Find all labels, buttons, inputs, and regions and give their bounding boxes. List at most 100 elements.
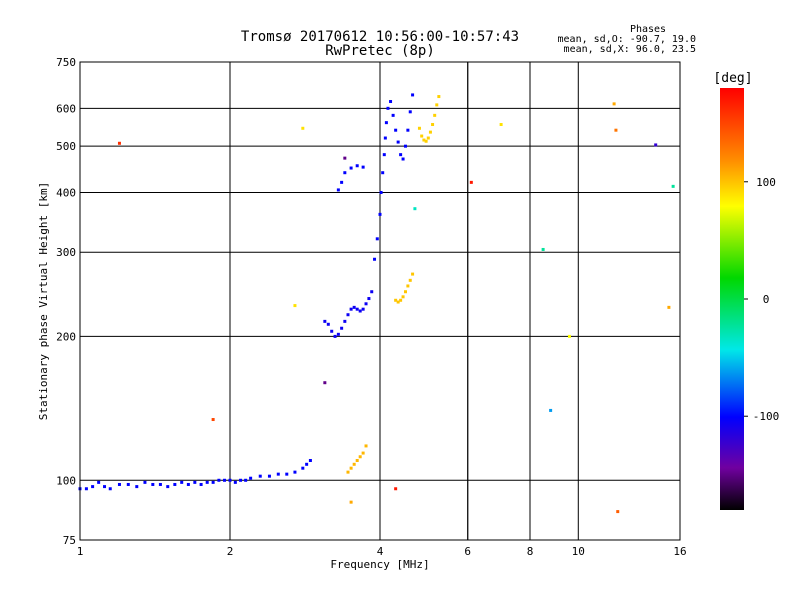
data-point	[396, 300, 400, 304]
data-point	[333, 334, 337, 338]
data-point	[343, 319, 347, 323]
x-tick-label: 16	[673, 545, 686, 558]
data-point	[358, 309, 362, 313]
data-point	[373, 257, 377, 261]
data-point	[401, 295, 405, 299]
data-point	[431, 123, 435, 127]
data-point	[367, 297, 371, 301]
data-point	[343, 156, 347, 160]
data-point	[211, 418, 215, 422]
data-point	[349, 500, 353, 504]
data-point	[293, 470, 297, 474]
data-point	[330, 329, 334, 333]
data-point	[267, 474, 271, 478]
data-point	[417, 126, 421, 130]
data-point	[117, 141, 121, 145]
data-point	[437, 95, 441, 99]
phase-stats-o-mode: mean, sd,O: -90.7, 19.0	[558, 34, 696, 45]
colorbar-tick-label: -100	[753, 410, 780, 423]
data-point	[211, 480, 215, 484]
data-point	[340, 326, 344, 330]
chart-subtitle: RwPretec (8p)	[325, 43, 435, 59]
plot-frame	[79, 61, 681, 541]
colorbar	[720, 88, 744, 510]
data-point	[258, 474, 262, 478]
data-point	[239, 478, 243, 482]
y-tick-labels: 75 100 200 300 400 500 600 750	[56, 56, 76, 547]
data-point	[340, 180, 344, 184]
data-point	[186, 482, 190, 486]
data-point	[370, 290, 374, 294]
data-point	[406, 284, 410, 288]
data-point	[614, 128, 618, 132]
data-point	[301, 126, 305, 130]
data-point	[541, 247, 545, 251]
data-point	[428, 130, 432, 134]
y-tick-label: 75	[63, 534, 76, 547]
data-point	[396, 140, 400, 144]
y-tick-label: 300	[56, 246, 76, 259]
data-point	[375, 237, 379, 241]
data-point	[143, 480, 147, 484]
data-point	[408, 278, 412, 282]
series-group	[117, 102, 675, 514]
data-point	[108, 487, 112, 491]
data-point	[135, 485, 139, 489]
data-point	[301, 466, 305, 470]
data-point	[233, 480, 237, 484]
data-point	[349, 307, 353, 311]
data-point	[469, 180, 473, 184]
data-point	[379, 190, 383, 194]
data-point	[349, 466, 353, 470]
data-point	[411, 93, 415, 97]
data-point	[386, 106, 390, 110]
series-group	[78, 458, 312, 491]
x-tick-label: 1	[77, 545, 84, 558]
y-tick-label: 400	[56, 186, 76, 199]
data-point	[352, 305, 356, 309]
data-point	[422, 138, 426, 142]
series-group	[336, 93, 415, 261]
data-point	[426, 136, 430, 140]
colorbar-ticks: 100 0 -100	[744, 176, 779, 423]
colorbar-tick-label: 0	[763, 293, 770, 306]
x-tick-label: 8	[527, 545, 534, 558]
data-point	[612, 102, 616, 106]
data-point	[293, 304, 297, 308]
data-point	[355, 458, 359, 462]
data-point	[406, 128, 410, 132]
data-point	[244, 478, 248, 482]
data-point	[308, 458, 312, 462]
data-point	[343, 171, 347, 175]
x-tick-label: 4	[377, 545, 384, 558]
data-point	[97, 480, 101, 484]
data-point	[349, 166, 353, 170]
colorbar-tick-label: 100	[756, 176, 776, 189]
y-tick-label: 500	[56, 140, 76, 153]
data-point	[671, 184, 675, 188]
data-point	[389, 100, 393, 104]
data-point	[401, 157, 405, 161]
data-point	[249, 476, 253, 480]
data-point	[567, 334, 571, 338]
data-point	[399, 298, 403, 302]
x-tick-label: 6	[464, 545, 471, 558]
data-point	[364, 444, 368, 448]
y-tick-label: 600	[56, 102, 76, 115]
x-axis-label: Frequency [MHz]	[330, 558, 429, 571]
data-point	[336, 332, 340, 336]
x-tick-label: 10	[572, 545, 585, 558]
data-point	[323, 381, 327, 385]
data-point	[382, 153, 386, 157]
data-point	[420, 134, 424, 138]
y-tick-label: 750	[56, 56, 76, 69]
data-point	[166, 485, 170, 489]
data-point	[117, 482, 121, 486]
data-point	[403, 290, 407, 294]
data-point	[413, 207, 417, 211]
data-point	[394, 128, 398, 132]
data-point	[361, 451, 365, 455]
data-point	[355, 307, 359, 311]
data-point	[384, 121, 388, 125]
data-point	[391, 113, 395, 117]
